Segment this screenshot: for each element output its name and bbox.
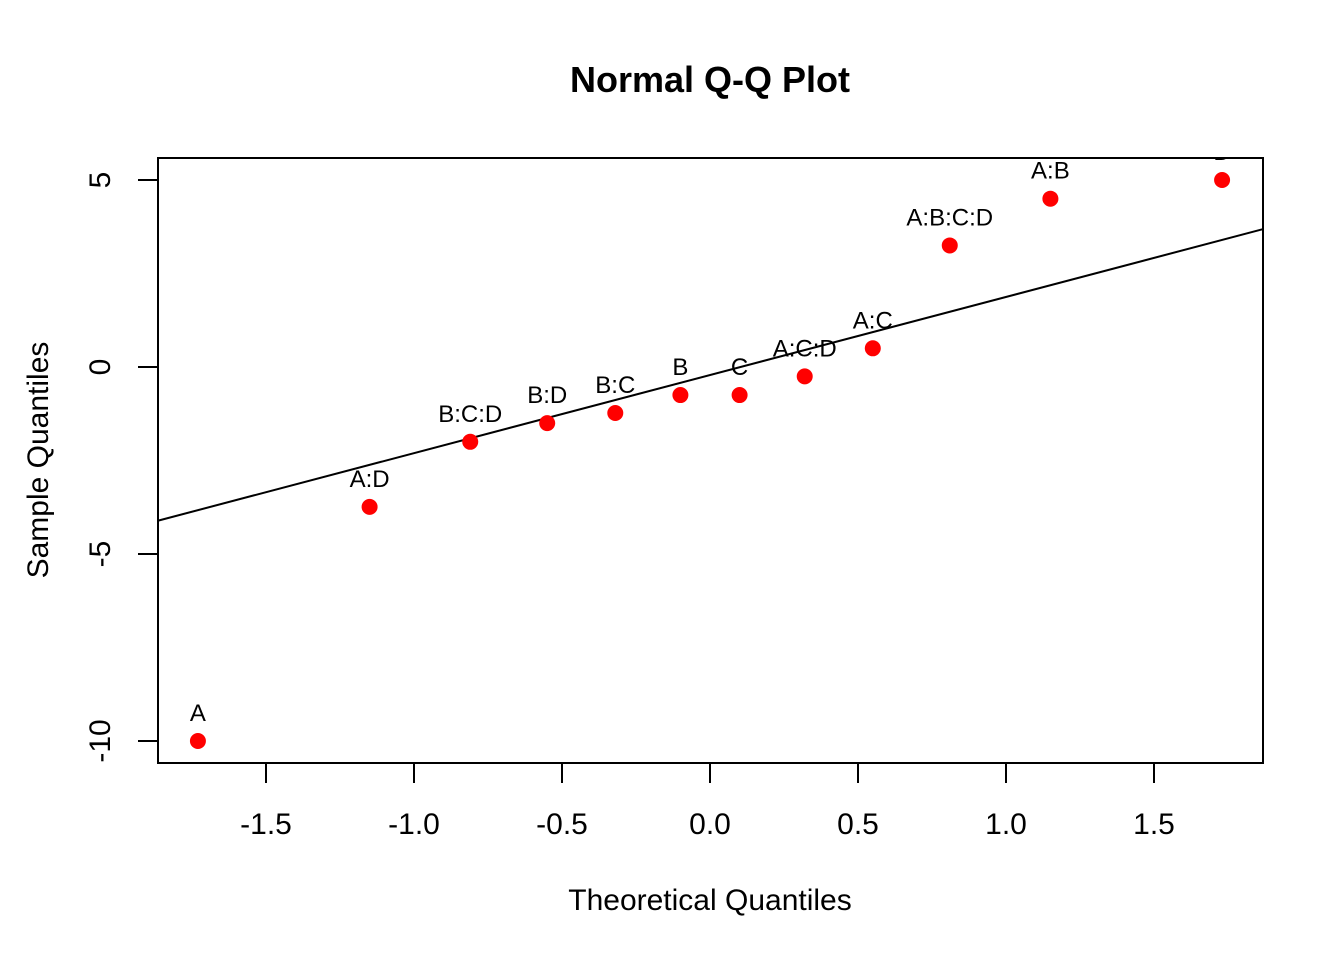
x-tick-label: -1.5 — [240, 808, 292, 841]
point-label: B:C:D — [438, 401, 502, 428]
plot-frame — [157, 157, 1264, 764]
y-axis: -10 -5 0 5 — [84, 172, 159, 763]
y-axis-label: Sample Quantiles — [22, 342, 55, 579]
x-tick-label: 1.5 — [1133, 808, 1175, 841]
x-tick-label: 0.0 — [689, 808, 731, 841]
data-point — [731, 387, 748, 404]
point-label: B:C — [595, 372, 635, 399]
data-point — [361, 498, 378, 515]
y-tick-label: -5 — [84, 541, 117, 568]
data-point — [672, 387, 689, 404]
data-point — [864, 340, 881, 357]
point-label: A:D — [350, 466, 390, 493]
x-axis-label: Theoretical Quantiles — [568, 884, 851, 917]
data-point — [796, 368, 813, 385]
data-point — [539, 415, 556, 432]
x-tick-label: -1.0 — [388, 808, 440, 841]
reference-line — [158, 228, 1263, 522]
data-point — [189, 733, 206, 749]
point-label: A — [190, 700, 206, 727]
y-tick-label: 5 — [84, 172, 117, 189]
x-axis: -1.5 -1.0 -0.5 0.0 0.5 1.0 1.5 — [240, 762, 1175, 841]
point-label: B — [672, 354, 688, 381]
point-label: A:B — [1031, 158, 1070, 185]
chart-title: Normal Q-Q Plot — [570, 59, 850, 100]
point-label: B:D — [527, 382, 567, 409]
x-tick-label: 1.0 — [985, 808, 1027, 841]
data-point — [462, 433, 479, 450]
data-point — [1214, 172, 1231, 188]
point-label: C — [731, 354, 748, 381]
point-label: D — [1213, 139, 1230, 166]
y-tick-label: -10 — [84, 719, 117, 762]
data-point — [607, 405, 624, 422]
point-label: A:C:D — [773, 335, 837, 362]
y-tick-label: 0 — [84, 359, 117, 376]
x-tick-label: -0.5 — [536, 808, 588, 841]
data-point — [1042, 190, 1059, 207]
x-tick-label: 0.5 — [837, 808, 879, 841]
point-label: A:B:C:D — [906, 204, 993, 231]
data-point — [941, 237, 958, 254]
point-label: A:C — [853, 307, 893, 334]
